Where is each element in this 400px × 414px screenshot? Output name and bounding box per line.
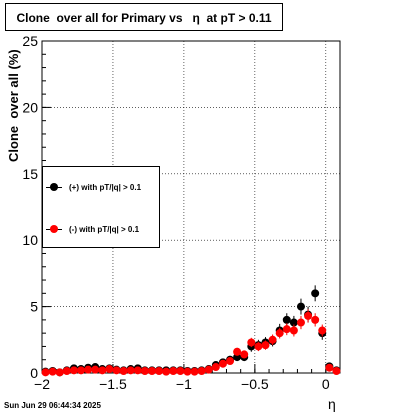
data-point: [105, 365, 114, 374]
legend-marker-positive: [50, 183, 58, 191]
data-point: [296, 302, 305, 311]
data-point: [69, 366, 78, 375]
data-point: [233, 347, 242, 356]
data-point: [126, 366, 135, 375]
legend-marker-negative: [50, 225, 58, 233]
data-point: [211, 363, 220, 372]
data-point: [275, 329, 284, 338]
data-point: [247, 338, 256, 347]
data-point: [41, 368, 50, 377]
data-point: [311, 315, 320, 324]
data-point: [55, 368, 64, 377]
x-tick-label: 0: [322, 376, 330, 392]
y-axis-label: Clone over all (%): [6, 49, 21, 162]
data-point: [183, 367, 192, 376]
data-point: [119, 367, 128, 376]
x-tick-label: −1: [176, 376, 192, 392]
data-point: [304, 311, 313, 320]
data-point: [226, 357, 235, 366]
y-tick-label: 25: [22, 33, 38, 49]
data-point: [296, 318, 305, 327]
data-point: [254, 342, 263, 351]
data-point: [84, 365, 93, 374]
data-point: [197, 367, 206, 376]
data-point: [140, 367, 149, 376]
timestamp-footer: Sun Jun 29 06:44:34 2025: [4, 401, 101, 410]
data-point: [282, 315, 291, 324]
x-tick-label: −0.5: [241, 376, 269, 392]
data-point: [325, 363, 334, 372]
data-point: [62, 367, 71, 376]
title-box: Clone over all for Primary vs η at pT > …: [5, 3, 283, 31]
data-point: [98, 366, 107, 375]
grid-lines: [41, 41, 340, 373]
y-tick-label: 10: [22, 232, 38, 248]
data-point: [91, 365, 100, 374]
data-point: [204, 365, 213, 374]
x-tick-label: −1.5: [99, 376, 127, 392]
data-point: [133, 366, 142, 375]
data-point: [289, 318, 298, 327]
data-point: [77, 366, 86, 375]
data-point: [268, 335, 277, 344]
x-tick-label: −2: [34, 376, 50, 392]
chart-title: Clone over all for Primary vs η at pT > …: [16, 11, 272, 25]
series-negative: [41, 309, 341, 377]
data-point: [48, 367, 57, 376]
data-point: [218, 359, 227, 368]
data-points: [41, 285, 341, 377]
data-point: [311, 289, 320, 298]
data-point: [162, 367, 171, 376]
data-point: [112, 366, 121, 375]
legend-label-positive: (+) with pT/|q| > 0.1: [69, 183, 142, 192]
legend-item-negative: (-) with pT/|q| > 0.1: [43, 223, 159, 237]
data-point: [147, 367, 156, 376]
y-tick-label: 0: [30, 365, 38, 381]
data-point: [261, 341, 270, 350]
data-point: [289, 326, 298, 335]
data-point: [240, 350, 249, 359]
data-point: [176, 367, 185, 376]
legend-item-positive: (+) with pT/|q| > 0.1: [43, 181, 159, 195]
data-point: [332, 367, 341, 376]
legend: (+) with pT/|q| > 0.1 (-) with pT/|q| > …: [42, 166, 160, 248]
data-point: [282, 325, 291, 334]
x-axis-label: η: [328, 396, 336, 412]
data-point: [155, 367, 164, 376]
data-point: [318, 326, 327, 335]
y-tick-label: 15: [22, 166, 38, 182]
data-point: [169, 367, 178, 376]
legend-label-negative: (-) with pT/|q| > 0.1: [69, 225, 140, 234]
tick-labels: −2 −1.5 −1 −0.5 0 0 5 10 15 20 25: [22, 33, 329, 392]
y-tick-label: 20: [22, 99, 38, 115]
y-tick-label: 5: [30, 299, 38, 315]
data-point: [190, 367, 199, 376]
